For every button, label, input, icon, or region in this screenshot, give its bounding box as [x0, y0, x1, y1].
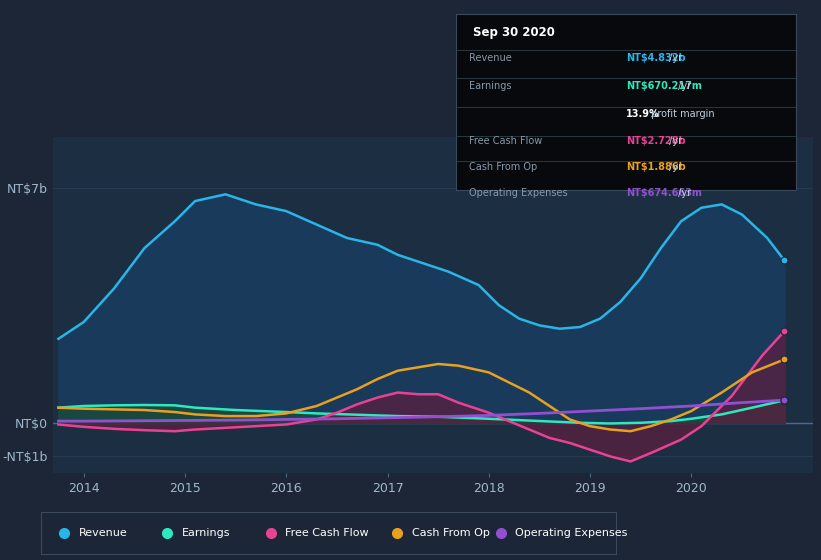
Text: NT$4.832b: NT$4.832b	[626, 53, 686, 63]
Text: /yr: /yr	[666, 162, 682, 172]
Text: Free Cash Flow: Free Cash Flow	[286, 529, 369, 538]
Text: Earnings: Earnings	[470, 81, 511, 91]
Text: profit margin: profit margin	[648, 109, 715, 119]
Text: Operating Expenses: Operating Expenses	[470, 188, 568, 198]
Text: NT$1.886b: NT$1.886b	[626, 162, 686, 172]
Text: Sep 30 2020: Sep 30 2020	[473, 26, 554, 39]
Text: Revenue: Revenue	[79, 529, 127, 538]
Text: Operating Expenses: Operating Expenses	[516, 529, 627, 538]
Text: Revenue: Revenue	[470, 53, 512, 63]
Text: NT$2.728b: NT$2.728b	[626, 136, 686, 146]
Text: /yr: /yr	[666, 53, 682, 63]
Text: /yr: /yr	[666, 136, 682, 146]
Text: Earnings: Earnings	[182, 529, 231, 538]
Text: /yr: /yr	[675, 81, 690, 91]
Text: Free Cash Flow: Free Cash Flow	[470, 136, 543, 146]
Text: Cash From Op: Cash From Op	[412, 529, 489, 538]
Text: 13.9%: 13.9%	[626, 109, 660, 119]
Text: /yr: /yr	[675, 188, 690, 198]
Text: NT$674.663m: NT$674.663m	[626, 188, 702, 198]
Text: NT$670.217m: NT$670.217m	[626, 81, 702, 91]
Text: Cash From Op: Cash From Op	[470, 162, 538, 172]
